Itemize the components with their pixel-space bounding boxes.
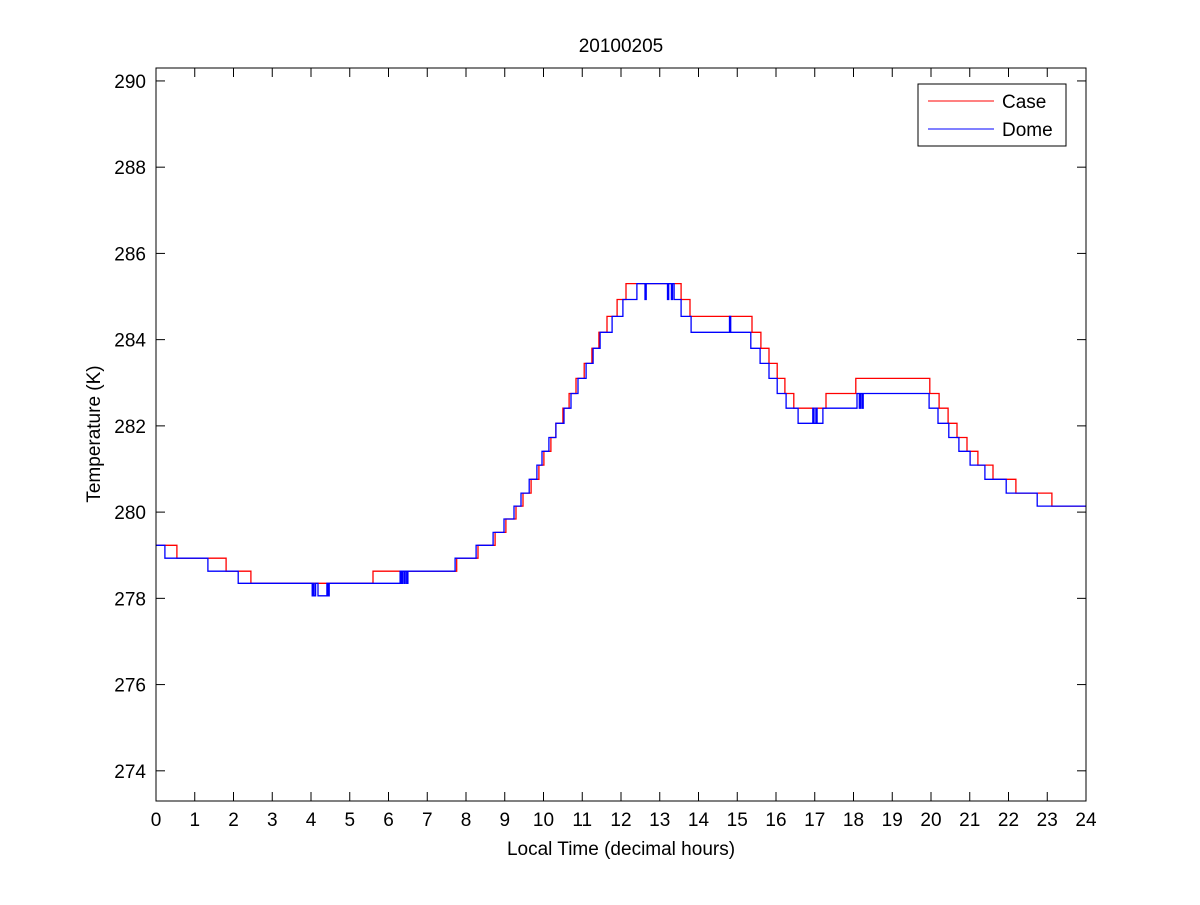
x-tick-label: 24	[1075, 810, 1097, 831]
y-tick-label: 286	[114, 244, 146, 265]
x-tick-label: 21	[959, 810, 980, 831]
x-tick-label: 8	[461, 810, 472, 831]
x-tick-label: 9	[499, 810, 510, 831]
x-tick-label: 19	[882, 810, 903, 831]
x-tick-label: 7	[422, 810, 433, 831]
y-axis-label: Temperature (K)	[84, 365, 105, 502]
x-tick-label: 4	[306, 810, 317, 831]
x-tick-label: 11	[572, 810, 592, 831]
x-tick-label: 6	[383, 810, 394, 831]
series-line-dome	[156, 282, 1086, 597]
x-tick-label: 13	[649, 810, 670, 831]
x-tick-label: 17	[804, 810, 825, 831]
x-tick-label: 23	[1037, 810, 1058, 831]
y-tick-label: 274	[114, 762, 146, 783]
x-tick-label: 12	[610, 810, 631, 831]
x-tick-label: 0	[151, 810, 162, 831]
x-tick-label: 18	[843, 810, 864, 831]
x-tick-label: 3	[267, 810, 278, 831]
y-tick-label: 282	[114, 417, 146, 438]
x-tick-label: 16	[765, 810, 786, 831]
legend: Case Dome	[917, 83, 1067, 147]
axes-box	[155, 67, 1087, 802]
y-tick-label: 290	[114, 72, 146, 93]
y-tick-label: 278	[114, 589, 146, 610]
x-tick-label: 14	[688, 810, 710, 831]
axis-ticks: 0 1 2 3 4 5 6 7 8 9 10 11 12 13 14 15 16 17 18 19 20 21 22 23 24…	[114, 68, 1097, 831]
x-tick-label: 15	[727, 810, 748, 831]
y-tick-label: 284	[114, 331, 146, 352]
x-tick-label: 10	[533, 810, 554, 831]
chart-title: 20100205	[579, 36, 664, 57]
x-tick-label: 22	[998, 810, 1019, 831]
legend-box	[917, 83, 1067, 147]
x-tick-label: 1	[189, 810, 200, 831]
y-tick-label: 288	[114, 158, 146, 179]
x-tick-label: 5	[344, 810, 355, 831]
legend-label-dome: Dome	[1002, 120, 1053, 141]
x-tick-label: 20	[920, 810, 941, 831]
plot-area	[156, 68, 1086, 801]
legend-label-case: Case	[1002, 92, 1046, 113]
y-tick-label: 276	[114, 676, 146, 697]
x-tick-label: 2	[228, 810, 239, 831]
x-axis-label: Local Time (decimal hours)	[507, 839, 735, 860]
series-lines	[156, 282, 1086, 597]
y-tick-label: 280	[114, 503, 146, 524]
